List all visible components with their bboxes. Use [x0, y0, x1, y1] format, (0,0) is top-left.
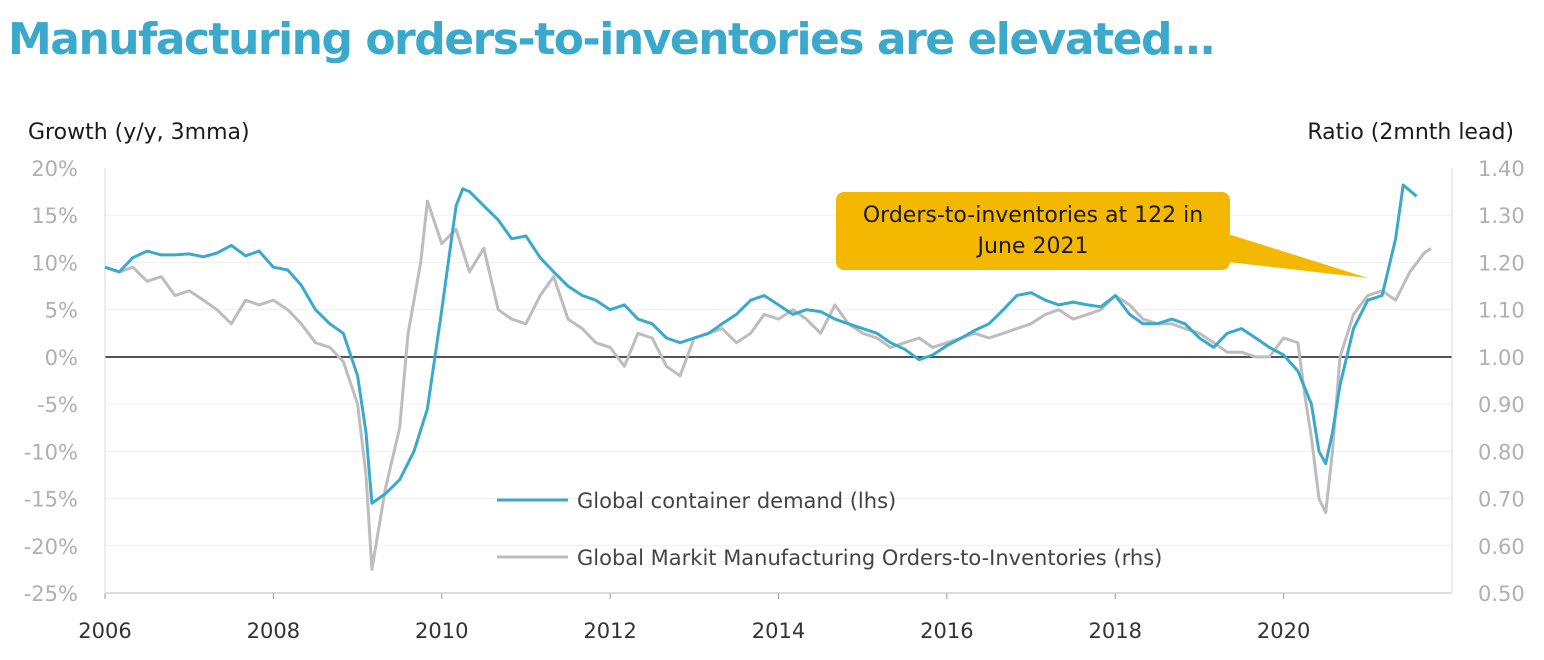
right-tick-label: 1.30 [1478, 204, 1525, 228]
left-tick-label: 20% [31, 157, 78, 181]
callout-pointer [1228, 234, 1368, 278]
chart-title: Manufacturing orders-to-inventories are … [8, 14, 1215, 65]
left-tick-label: 15% [31, 204, 78, 228]
x-tick-label: 2016 [920, 619, 973, 643]
legend-label-orders: Global Markit Manufacturing Orders-to-In… [577, 546, 1162, 570]
x-tick-label: 2006 [78, 619, 131, 643]
left-tick-label: -10% [24, 440, 78, 464]
legend: Global container demand (lhs) Global Mar… [497, 489, 1162, 570]
x-tick-label: 2012 [583, 619, 636, 643]
right-tick-label: 0.80 [1478, 440, 1525, 464]
x-tick-label: 2010 [415, 619, 468, 643]
left-tick-label: -25% [24, 582, 78, 606]
left-tick-label: -5% [37, 393, 78, 417]
right-tick-label: 0.60 [1478, 535, 1525, 559]
right-axis-title: Ratio (2mnth lead) [1307, 120, 1514, 145]
right-tick-label: 1.40 [1478, 157, 1525, 181]
right-tick-label: 0.90 [1478, 393, 1525, 417]
right-tick-label: 1.20 [1478, 251, 1525, 275]
series-container-demand-line [104, 183, 1418, 505]
series-orders-to-inventories-line [104, 199, 1432, 571]
callout-box: Orders-to-inventories at 122 in June 202… [836, 192, 1230, 270]
left-tick-label: 10% [31, 251, 78, 275]
left-tick-label: -15% [24, 488, 78, 512]
right-tick-label: 1.10 [1478, 299, 1525, 323]
right-tick-label: 1.00 [1478, 346, 1525, 370]
left-axis-ticks: 20% 15% 10% 5% 0% -5% -10% -15% -20% -25% [24, 157, 78, 606]
left-tick-label: 0% [45, 346, 78, 370]
legend-label-container: Global container demand (lhs) [577, 489, 896, 513]
right-tick-label: 0.70 [1478, 488, 1525, 512]
x-tick-label: 2014 [752, 619, 805, 643]
left-tick-label: 5% [45, 299, 78, 323]
right-axis-ticks: 1.40 1.30 1.20 1.10 1.00 0.90 0.80 0.70 0.60 0.50 [1478, 157, 1525, 606]
right-tick-label: 0.50 [1478, 582, 1525, 606]
x-axis-ticks: 2006 2008 2010 2012 2014 2016 2018 2020 [78, 593, 1310, 643]
left-tick-label: -20% [24, 535, 78, 559]
x-tick-label: 2018 [1089, 619, 1142, 643]
x-tick-label: 2008 [247, 619, 300, 643]
x-tick-label: 2020 [1257, 619, 1310, 643]
left-axis-title: Growth (y/y, 3mma) [28, 120, 250, 145]
